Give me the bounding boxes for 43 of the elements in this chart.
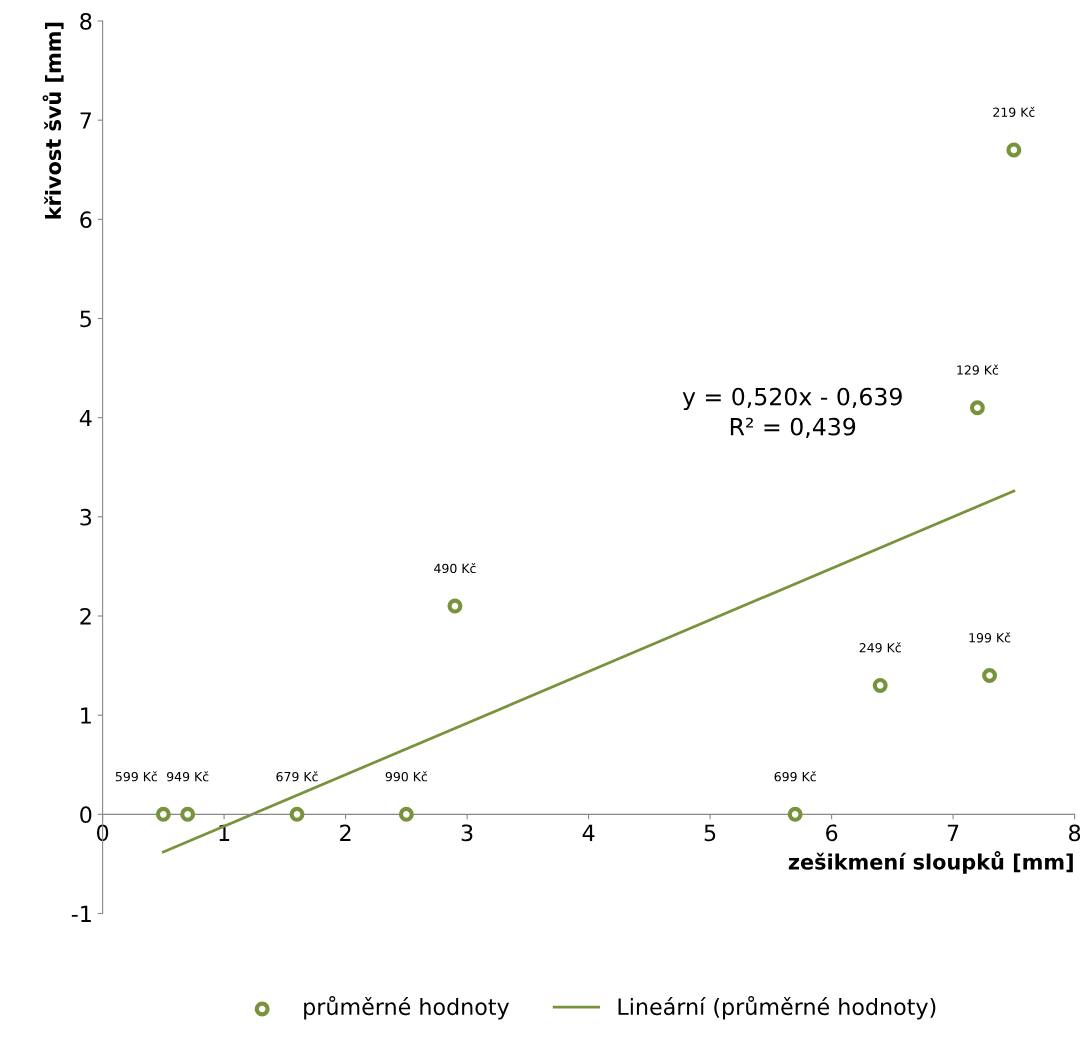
point (447, 598, 463, 614)
annotation: 199 Kč (969, 632, 1011, 643)
x-tick-label: 2 (340, 824, 351, 841)
point (180, 806, 196, 822)
annotation: 249 Kč (859, 642, 901, 653)
y-tick-label: 5 (80, 310, 91, 328)
annotation: 490 Kč (434, 562, 476, 574)
point (289, 806, 305, 822)
x-tick-label: 6 (826, 824, 838, 842)
x-tick-label: 8 (1069, 824, 1080, 842)
point (398, 806, 414, 822)
point (969, 400, 985, 416)
legend-label: průměrné hodnoty (304, 995, 510, 1020)
y-tick-label: 0 (80, 806, 92, 824)
y-axis-title: křivost švů [mm] (42, 22, 64, 219)
y-tick-label: 1 (81, 707, 91, 724)
point (155, 806, 171, 822)
y-tick-label: -1 (71, 905, 91, 922)
y-tick-label: 8 (80, 12, 92, 30)
legend-label: Lineární (průměrné hodnoty) (618, 995, 936, 1020)
x-axis-title: zešikmení sloupků [mm] (788, 851, 1073, 874)
annotation: 679 Kč (276, 771, 318, 782)
annotation: 219 Kč (993, 106, 1035, 117)
x-tick-label: 4 (582, 824, 595, 841)
y-tick-label: 2 (80, 607, 91, 625)
point (787, 806, 803, 822)
point (1006, 142, 1022, 158)
x-tick-label: 3 (461, 824, 473, 842)
point (872, 677, 888, 693)
y-tick-label: 6 (80, 211, 92, 229)
annotation: 599 Kč (115, 771, 158, 782)
y-tick-label: 4 (79, 409, 92, 427)
annotation: 699 Kč (774, 771, 816, 782)
point (982, 668, 998, 683)
annotation: 129 Kč (957, 364, 999, 375)
annotation: y = 0,520x - 0,639 R² = 0,439 (682, 387, 902, 438)
x-tick-label: 0 (97, 824, 109, 842)
x-tick-label: 7 (947, 824, 959, 841)
annotation: 990 Kč (385, 771, 428, 782)
annotation: 949 Kč (166, 771, 209, 782)
y-tick-label: 7 (80, 112, 91, 129)
x-tick-label: 5 (704, 824, 716, 842)
y-tick-label: 3 (80, 508, 92, 526)
